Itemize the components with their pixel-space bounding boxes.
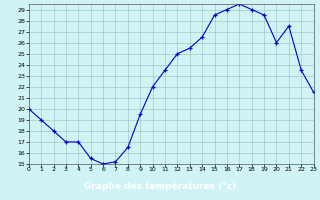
Text: Graphe des températures (°c): Graphe des températures (°c) [84, 181, 236, 191]
